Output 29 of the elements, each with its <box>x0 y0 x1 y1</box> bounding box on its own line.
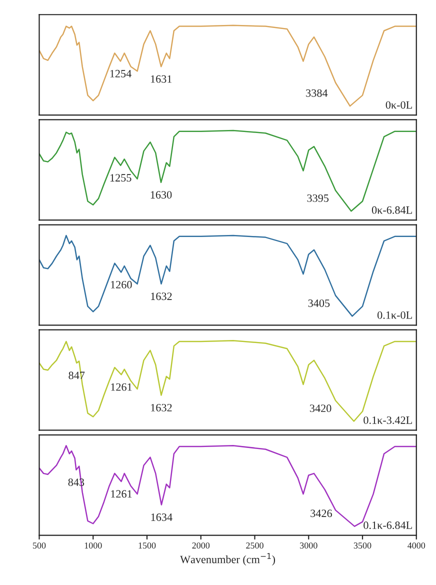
series-label: 0.1κ-3.42L <box>364 416 412 424</box>
annotation: 3420 <box>310 404 332 412</box>
x-tick-label: 4000 <box>408 542 426 549</box>
annotation: 1255 <box>110 174 132 182</box>
annotation: 1632 <box>151 292 172 300</box>
x-tick-label: 3000 <box>300 542 318 549</box>
x-tick-label: 1500 <box>138 542 156 549</box>
annotation: 1632 <box>151 404 172 412</box>
annotation: 3426 <box>310 510 332 518</box>
annotation: 1261 <box>111 383 132 391</box>
annotation: 1260 <box>111 280 132 288</box>
annotation: 1631 <box>150 75 172 83</box>
annotation: 3405 <box>308 299 330 307</box>
x-tick-label: 2000 <box>192 542 210 549</box>
annotation: 1254 <box>110 70 132 78</box>
series-label: 0.1κ-0L <box>378 311 412 319</box>
annotation: 1634 <box>151 513 172 521</box>
x-tick-label: 2500 <box>246 542 264 549</box>
annotation: 1630 <box>150 191 172 199</box>
x-tick-label: 1000 <box>84 542 102 549</box>
annotation: 3395 <box>307 194 329 202</box>
annotation: 3384 <box>306 89 328 97</box>
x-tick-label: 3500 <box>354 542 372 549</box>
x-tick-label: 500 <box>32 542 46 549</box>
x-axis-title: Wavenumber (cm$^{−1}$) <box>180 553 276 566</box>
series-label: 0κ-6.84L <box>372 206 412 214</box>
text: 0κ-0L <box>386 101 412 109</box>
series-label: 0.1κ-6.84L <box>364 522 412 530</box>
annotation: 1261 <box>111 490 132 498</box>
